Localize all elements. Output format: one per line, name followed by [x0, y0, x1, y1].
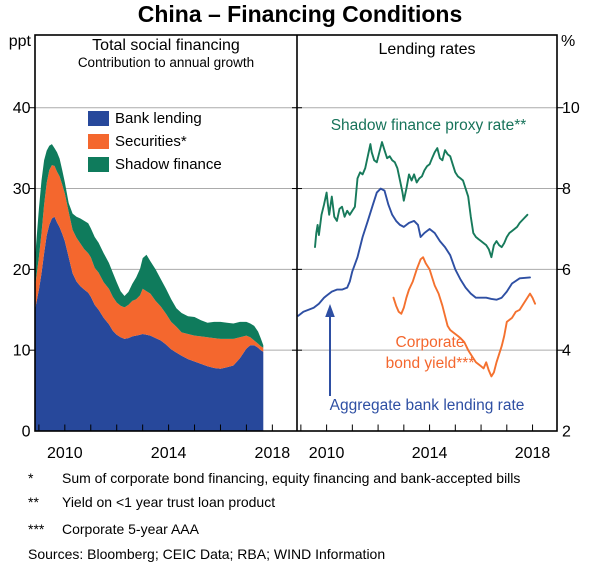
footnote-2-text: Yield on <1 year trust loan product	[62, 494, 276, 510]
footnote-3-marker: ***	[28, 521, 45, 537]
svg-text:4: 4	[562, 343, 571, 360]
footnote-2: ** Yield on <1 year trust loan product	[28, 493, 576, 511]
svg-text:30: 30	[13, 181, 31, 198]
corporate-bond-yield-label-line1: Corporate	[395, 334, 465, 351]
footnotes: * Sum of corporate bond financing, equit…	[28, 469, 576, 563]
chart-title: China – Financing Conditions	[137, 1, 463, 27]
shadow-finance-swatch	[88, 157, 109, 172]
annotation-arrow	[325, 304, 335, 396]
footnote-1-marker: *	[28, 470, 34, 486]
svg-text:2018: 2018	[255, 445, 291, 462]
footnote-3: *** Corporate 5-year AAA	[28, 520, 576, 538]
legend-item-shadow-finance: Shadow finance	[88, 156, 222, 173]
svg-text:8: 8	[562, 181, 571, 198]
bank-lending-swatch	[88, 111, 109, 126]
footnote-3-text: Corporate 5-year AAA	[62, 521, 199, 537]
svg-text:2010: 2010	[47, 445, 83, 462]
legend-label: Bank lending	[115, 110, 202, 127]
right-axis-unit: %	[561, 33, 576, 50]
left-axis-unit: ppt	[8, 33, 31, 50]
shadow-proxy-rate-label: Shadow finance proxy rate**	[330, 117, 527, 134]
sources-line: Sources: Bloomberg; CEIC Data; RBA; WIND…	[28, 546, 386, 562]
svg-text:6: 6	[562, 262, 571, 279]
right-panel-title: Lending rates	[378, 41, 476, 58]
svg-text:2018: 2018	[515, 445, 551, 462]
aggregate-bank-lending-rate-label: Aggregate bank lending rate	[329, 397, 525, 414]
footnote-1: * Sum of corporate bond financing, equit…	[28, 469, 576, 487]
footnote-2-marker: **	[28, 494, 39, 510]
svg-text:40: 40	[13, 100, 31, 117]
svg-text:2014: 2014	[151, 445, 187, 462]
svg-text:2014: 2014	[412, 445, 448, 462]
svg-text:0: 0	[22, 424, 31, 441]
legend-label: Securities*	[115, 133, 187, 150]
chart-dynamic-layer: 0 10 20 30 40 2 4 6 8 10 2010 2014 2018 2010 2014 2018	[13, 100, 580, 462]
plot-border	[34, 34, 558, 432]
corporate-bond-yield-label-line2: bond yield***	[385, 355, 475, 372]
svg-text:10: 10	[13, 343, 31, 360]
legend-item-bank-lending: Bank lending	[88, 110, 202, 127]
svg-text:2010: 2010	[309, 445, 345, 462]
left-panel-subtitle: Contribution to annual growth	[77, 55, 255, 70]
svg-text:20: 20	[13, 262, 31, 279]
securities-swatch	[88, 134, 109, 149]
legend-label: Shadow finance	[115, 156, 222, 173]
svg-text:10: 10	[562, 100, 580, 117]
chart-canvas: 0 10 20 30 40 2 4 6 8 10 2010 2014 2018 2010 2014 2018	[13, 34, 580, 462]
footnote-1-text: Sum of corporate bond financing, equity …	[62, 470, 521, 486]
left-panel-title: Total social financing	[92, 37, 240, 54]
legend-item-securities: Securities*	[88, 133, 187, 150]
svg-text:2: 2	[562, 424, 571, 441]
